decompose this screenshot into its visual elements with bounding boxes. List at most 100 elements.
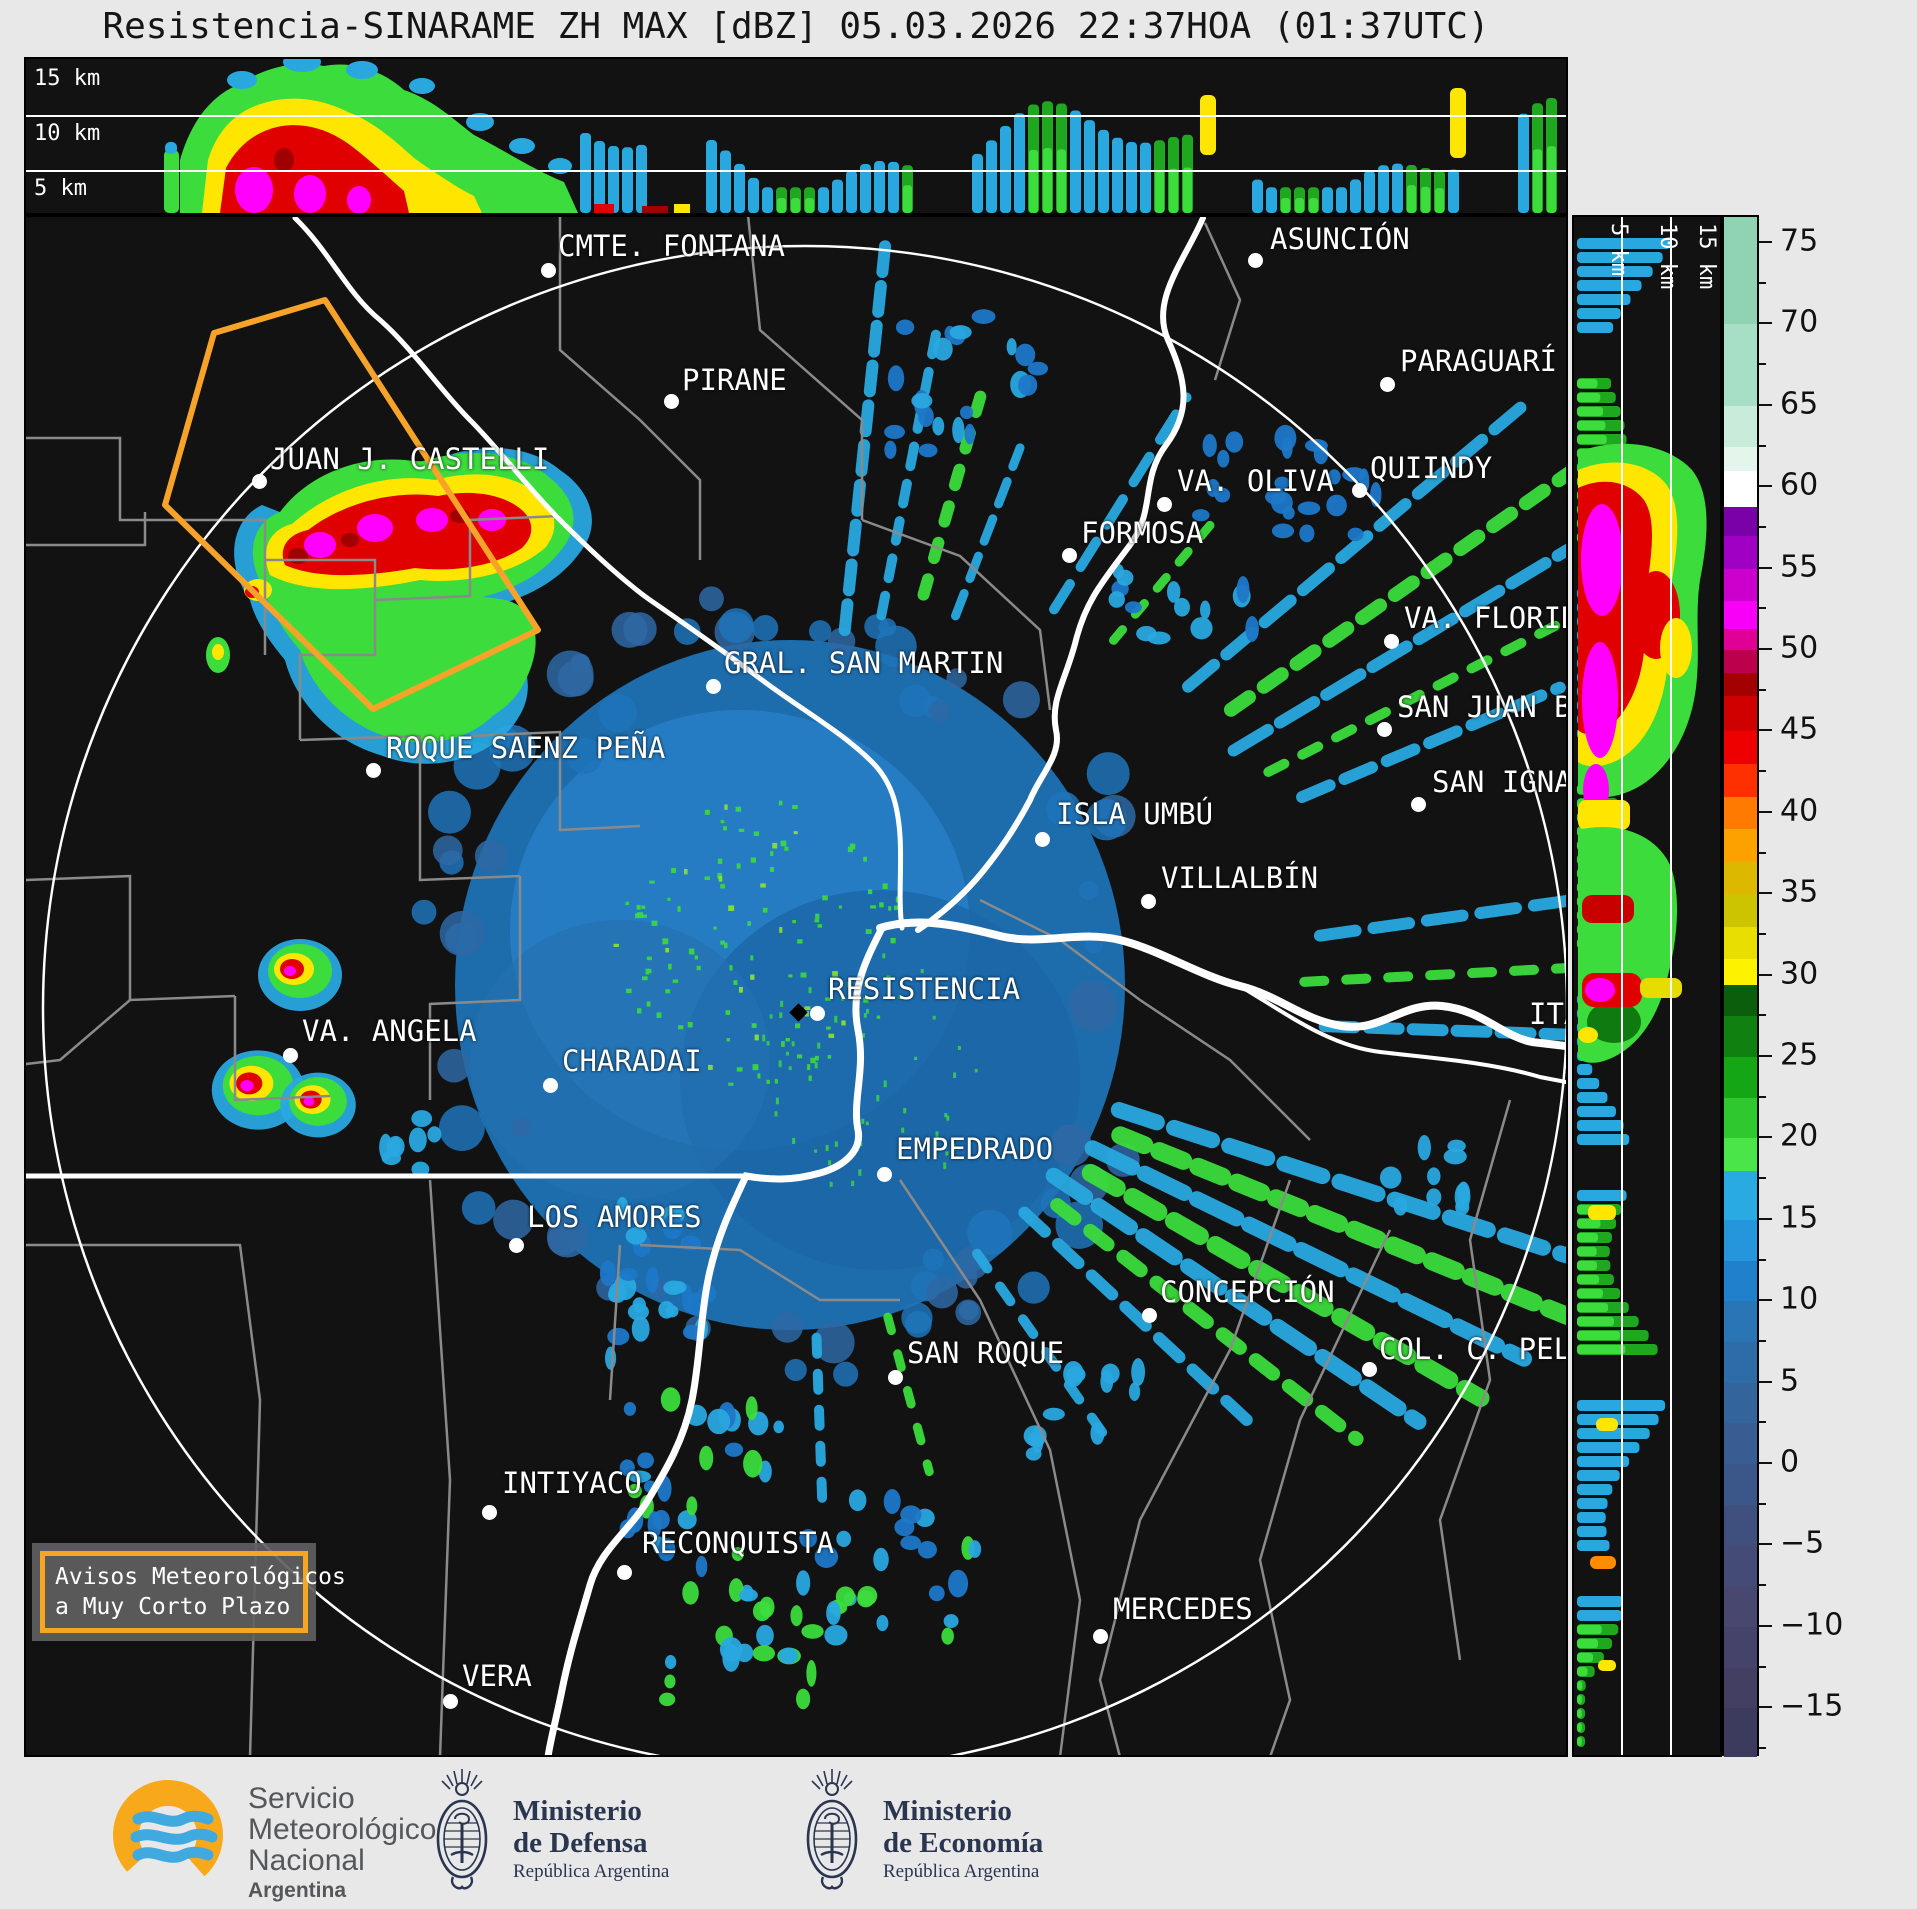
colorbar-band — [1724, 1708, 1757, 1760]
city-dot — [283, 1048, 298, 1063]
right-cross-section-panel: 5 km 10 km 15 km — [1572, 215, 1722, 1757]
city-label: INTIYACO — [502, 1466, 642, 1500]
colorbar-tick — [1759, 1502, 1766, 1505]
top-height-label-5km: 5 km — [34, 176, 87, 201]
colorbar-tick — [1759, 729, 1772, 732]
colorbar-band — [1724, 695, 1757, 732]
colorbar-tick — [1759, 403, 1772, 406]
colorbar-band — [1724, 470, 1757, 508]
city-dot — [617, 1565, 632, 1580]
colorbar-tick-label: 10 — [1780, 1281, 1819, 1317]
colorbar-band — [1724, 1423, 1757, 1465]
colorbar-band — [1724, 1097, 1757, 1139]
colorbar-band — [1724, 926, 1757, 960]
colorbar-tick-label: 70 — [1780, 304, 1819, 340]
colorbar-tick-label: 65 — [1780, 386, 1819, 422]
colorbar-tick — [1759, 1095, 1766, 1098]
city-label: VA. OLIVA — [1177, 464, 1335, 498]
colorbar-band — [1724, 796, 1757, 830]
colorbar-band — [1724, 672, 1757, 697]
colorbar-tick-label: −5 — [1780, 1525, 1825, 1561]
colorbar-band — [1724, 829, 1757, 863]
city-dot — [1352, 483, 1367, 498]
warning-legend-line1: Avisos Meteorológicos — [55, 1564, 346, 1590]
colorbar-band — [1724, 1171, 1757, 1221]
radar-map-panel: CMTE. FONTANA ASUNCIÓN PIRANE PARAGUARÍ JUAN… — [24, 215, 1568, 1757]
top-height-label-10km: 10 km — [34, 121, 101, 146]
city-label: CHARADAI — [562, 1044, 702, 1078]
colorbar-tick-label: 55 — [1780, 549, 1819, 585]
city-label: SAN ROQUE — [907, 1336, 1065, 1370]
top-cross-section-panel: 15 km 10 km 5 km — [24, 57, 1568, 215]
colorbar-band — [1724, 861, 1757, 895]
colorbar-tick — [1759, 1339, 1766, 1342]
city-dot — [1141, 894, 1156, 909]
colorbar-band — [1724, 1667, 1757, 1709]
city-dot — [664, 394, 679, 409]
city-dot — [877, 1167, 892, 1182]
colorbar-band — [1724, 1016, 1757, 1058]
colorbar-tick — [1759, 1543, 1772, 1546]
colorbar-tick-label: 20 — [1780, 1118, 1819, 1154]
dbz-colorbar — [1722, 215, 1759, 1760]
city-label: ROQUE SAENZ PEÑA — [386, 731, 666, 765]
colorbar-band — [1724, 764, 1757, 798]
colorbar-tick-label: −10 — [1780, 1607, 1844, 1643]
city-label: LOS AMORES — [527, 1200, 702, 1234]
colorbar-band — [1724, 1586, 1757, 1628]
footer: Servicio Meteorológico Nacional Argentin… — [0, 1757, 1917, 1909]
city-label: SAN IGNA — [1432, 765, 1568, 799]
right-height-label-10km: 10 km — [1655, 223, 1680, 290]
colorbar-band — [1724, 1260, 1757, 1302]
colorbar-tick-label: 50 — [1780, 630, 1819, 666]
colorbar-tick — [1759, 892, 1772, 895]
city-dot — [1093, 1629, 1108, 1644]
defensa-text: Ministerio de Defensa República Argentin… — [513, 1795, 669, 1885]
colorbar-band — [1724, 1626, 1757, 1669]
colorbar-tick — [1759, 770, 1766, 773]
colorbar-band — [1724, 1219, 1757, 1262]
colorbar-tick — [1759, 1706, 1772, 1709]
colorbar-band — [1724, 1138, 1757, 1172]
defensa-sub: República Argentina — [513, 1861, 670, 1882]
city-label: CONCEPCIÓN — [1160, 1275, 1335, 1309]
colorbar-tick — [1759, 444, 1766, 447]
city-label: RESISTENCIA — [828, 972, 1021, 1006]
colorbar-band — [1724, 650, 1757, 674]
city-dot — [366, 763, 381, 778]
city-dot — [1411, 797, 1426, 812]
city-dot — [443, 1694, 458, 1709]
city-label: VA. ANGELA — [302, 1014, 477, 1048]
colorbar-band — [1724, 405, 1757, 448]
colorbar-band — [1724, 628, 1757, 651]
colorbar-band — [1724, 985, 1757, 1017]
colorbar-tick — [1759, 281, 1766, 284]
colorbar-tick-label: 75 — [1780, 223, 1819, 259]
colorbar-band — [1724, 601, 1757, 630]
city-dot — [1142, 1308, 1157, 1323]
economia-line-2: de Economía — [883, 1827, 1044, 1859]
city-label: VILLALBÍN — [1161, 861, 1319, 895]
city-label: EMPEDRADO — [896, 1132, 1054, 1166]
city-label: ISLA UMBÚ — [1056, 797, 1214, 831]
colorbar-tick-label: −15 — [1780, 1688, 1844, 1724]
city-label: PIRANE — [682, 363, 787, 397]
city-dot — [706, 679, 721, 694]
argentina-coat-of-arms-icon — [806, 1767, 858, 1890]
colorbar-tick — [1759, 241, 1772, 244]
colorbar-band — [1724, 894, 1757, 928]
city-label: FORMOSA — [1081, 516, 1204, 550]
colorbar-band — [1724, 1057, 1757, 1099]
warning-legend-line2: a Muy Corto Plazo — [55, 1594, 291, 1620]
defensa-line-2: de Defensa — [513, 1827, 648, 1859]
colorbar-band — [1724, 1301, 1757, 1343]
city-dot — [543, 1078, 558, 1093]
city-dot — [1362, 1362, 1377, 1377]
colorbar-tick — [1759, 973, 1772, 976]
colorbar-tick — [1759, 648, 1772, 651]
radar-map-graphics — [26, 217, 1566, 1755]
colorbar-tick-label: 40 — [1780, 793, 1819, 829]
colorbar-tick-label: 30 — [1780, 956, 1819, 992]
argentina-coat-of-arms-icon — [436, 1767, 488, 1890]
colorbar-band — [1724, 959, 1757, 986]
